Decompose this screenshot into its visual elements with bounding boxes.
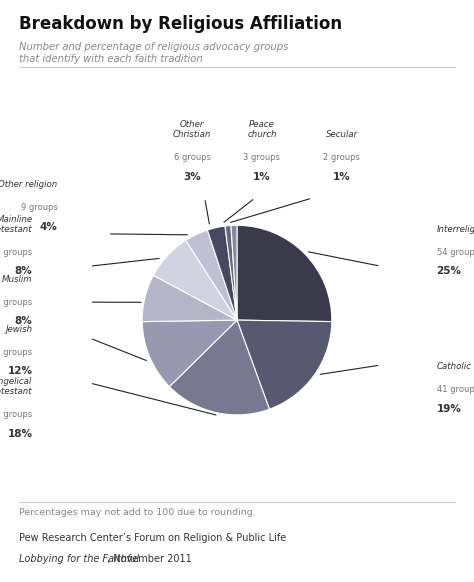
Wedge shape bbox=[237, 225, 332, 322]
Wedge shape bbox=[169, 320, 269, 415]
Text: 54 groups: 54 groups bbox=[437, 248, 474, 257]
Text: 8%: 8% bbox=[15, 317, 32, 327]
Wedge shape bbox=[231, 225, 237, 320]
Text: Peace
church: Peace church bbox=[247, 120, 277, 139]
Text: 6 groups: 6 groups bbox=[173, 153, 210, 162]
Text: 12%: 12% bbox=[8, 366, 32, 376]
Text: Percentages may not add to 100 due to rounding.: Percentages may not add to 100 due to ro… bbox=[19, 508, 255, 516]
Text: 19%: 19% bbox=[437, 404, 462, 414]
Text: 18%: 18% bbox=[8, 428, 32, 439]
Text: 16 groups: 16 groups bbox=[0, 248, 32, 257]
Text: Other
Christian: Other Christian bbox=[173, 120, 211, 139]
Text: 8%: 8% bbox=[15, 267, 32, 276]
Text: Muslim: Muslim bbox=[2, 275, 32, 284]
Text: 25 groups: 25 groups bbox=[0, 347, 32, 357]
Text: Breakdown by Religious Affiliation: Breakdown by Religious Affiliation bbox=[19, 15, 342, 33]
Text: Catholic: Catholic bbox=[437, 362, 472, 371]
Text: Jewish: Jewish bbox=[5, 325, 32, 334]
Text: Evangelical
Protestant: Evangelical Protestant bbox=[0, 377, 32, 396]
Text: Pew Research Center’s Forum on Religion & Public Life: Pew Research Center’s Forum on Religion … bbox=[19, 533, 286, 542]
Wedge shape bbox=[208, 226, 237, 320]
Text: 2 groups: 2 groups bbox=[323, 153, 360, 162]
Wedge shape bbox=[154, 240, 237, 320]
Wedge shape bbox=[237, 320, 332, 409]
Text: Other religion: Other religion bbox=[0, 180, 57, 189]
Text: 3%: 3% bbox=[183, 172, 201, 182]
Text: Lobbying for the Faithful: Lobbying for the Faithful bbox=[19, 554, 139, 564]
Text: 4%: 4% bbox=[39, 222, 57, 232]
Text: Number and percentage of religious advocacy groups
that identify with each faith: Number and percentage of religious advoc… bbox=[19, 42, 288, 63]
Wedge shape bbox=[142, 275, 237, 322]
Text: Interreligious: Interreligious bbox=[437, 225, 474, 234]
Wedge shape bbox=[186, 230, 237, 320]
Wedge shape bbox=[142, 320, 237, 386]
Text: , November 2011: , November 2011 bbox=[107, 554, 191, 564]
Text: 1%: 1% bbox=[253, 172, 271, 182]
Text: Mainline
Protestant: Mainline Protestant bbox=[0, 215, 32, 234]
Text: 25%: 25% bbox=[437, 267, 462, 276]
Text: Secular: Secular bbox=[326, 130, 358, 139]
Wedge shape bbox=[225, 225, 237, 320]
Text: 17 groups: 17 groups bbox=[0, 297, 32, 307]
Text: 3 groups: 3 groups bbox=[244, 153, 281, 162]
Text: 39 groups: 39 groups bbox=[0, 410, 32, 419]
Text: 1%: 1% bbox=[333, 172, 351, 182]
Text: 41 groups: 41 groups bbox=[437, 385, 474, 394]
Text: 9 groups: 9 groups bbox=[20, 203, 57, 212]
